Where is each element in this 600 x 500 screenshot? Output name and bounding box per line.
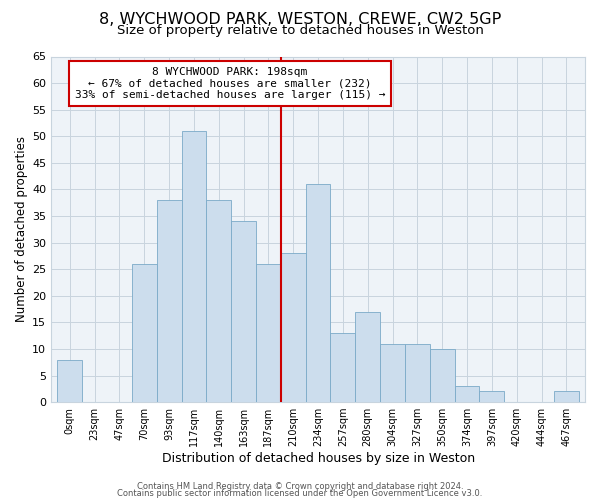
Text: 8 WYCHWOOD PARK: 198sqm
← 67% of detached houses are smaller (232)
33% of semi-d: 8 WYCHWOOD PARK: 198sqm ← 67% of detache…	[75, 67, 385, 100]
Bar	[256, 264, 281, 402]
Bar	[206, 200, 231, 402]
Bar	[182, 131, 206, 402]
Text: Contains HM Land Registry data © Crown copyright and database right 2024.: Contains HM Land Registry data © Crown c…	[137, 482, 463, 491]
Bar	[132, 264, 157, 402]
Bar	[58, 360, 82, 402]
Bar	[231, 222, 256, 402]
Bar	[380, 344, 405, 402]
Text: 8, WYCHWOOD PARK, WESTON, CREWE, CW2 5GP: 8, WYCHWOOD PARK, WESTON, CREWE, CW2 5GP	[99, 12, 501, 28]
Bar	[355, 312, 380, 402]
Bar	[281, 253, 305, 402]
Bar	[455, 386, 479, 402]
Bar	[331, 333, 355, 402]
X-axis label: Distribution of detached houses by size in Weston: Distribution of detached houses by size …	[161, 452, 475, 465]
Bar	[554, 392, 579, 402]
Bar	[479, 392, 505, 402]
Bar	[405, 344, 430, 402]
Text: Size of property relative to detached houses in Weston: Size of property relative to detached ho…	[116, 24, 484, 37]
Bar	[430, 349, 455, 402]
Bar	[157, 200, 182, 402]
Y-axis label: Number of detached properties: Number of detached properties	[15, 136, 28, 322]
Bar	[305, 184, 331, 402]
Text: Contains public sector information licensed under the Open Government Licence v3: Contains public sector information licen…	[118, 489, 482, 498]
